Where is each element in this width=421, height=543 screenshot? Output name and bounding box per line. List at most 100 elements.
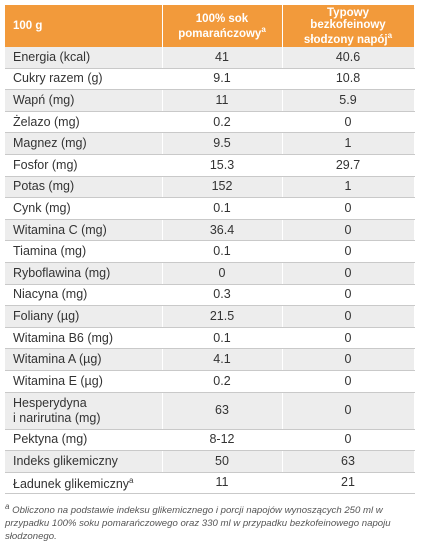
value-cell: 36.4 xyxy=(162,219,283,242)
row-label: Energia (kcal) xyxy=(5,47,163,69)
cell-text: Witamina A (µg) xyxy=(13,352,102,367)
table-row: Witamina C (mg) 36.4 0 xyxy=(5,219,415,242)
cell-text: Foliany (µg) xyxy=(13,308,80,323)
cell-text: Witamina C (mg) xyxy=(13,222,107,237)
row-label: Foliany (µg) xyxy=(5,305,163,328)
value-cell: 0 xyxy=(282,240,415,263)
row-label: Tiamina (mg) xyxy=(5,240,163,263)
cell-text: 9.1 xyxy=(213,71,231,86)
value-cell: 1 xyxy=(282,176,415,199)
value-cell: 21 xyxy=(282,472,415,495)
cell-text: 0 xyxy=(344,200,352,215)
table-row: Indeks glikemiczny 50 63 xyxy=(5,450,415,473)
table-row: Witamina E (µg) 0.2 0 xyxy=(5,370,415,393)
value-cell: 5.9 xyxy=(282,89,415,112)
cell-text: Magnez (mg) xyxy=(13,136,87,151)
value-cell: 50 xyxy=(162,450,283,473)
cell-text: 0.1 xyxy=(213,244,231,259)
row-label: Witamina B6 (mg) xyxy=(5,327,163,350)
cell-text: Cynk (mg) xyxy=(13,200,71,215)
cell-text: 41 xyxy=(215,49,229,64)
row-label: Pektyna (mg) xyxy=(5,429,163,452)
note-marker: a xyxy=(261,24,266,34)
cell-text: 36.4 xyxy=(209,222,235,237)
value-cell: 0.2 xyxy=(162,370,283,393)
row-label: Potas (mg) xyxy=(5,176,163,199)
cell-text: 0.3 xyxy=(213,287,231,302)
value-cell: 0 xyxy=(162,262,283,285)
cell-text: 0 xyxy=(344,432,352,447)
header-cell: Typowy bezkofeinowy słodzony napója xyxy=(282,5,415,47)
footnote-marker: a xyxy=(5,502,10,511)
cell-text: Pektyna (mg) xyxy=(13,432,88,447)
cell-text: 29.7 xyxy=(335,157,361,172)
row-label: Niacyna (mg) xyxy=(5,284,163,307)
cell-text: 8-12 xyxy=(209,432,235,447)
value-cell: 0.1 xyxy=(162,197,283,220)
row-label: Cynk (mg) xyxy=(5,197,163,220)
value-cell: 0 xyxy=(282,284,415,307)
value-cell: 1 xyxy=(282,132,415,155)
cell-text: 0 xyxy=(344,222,352,237)
table-row: Pektyna (mg) 8-12 0 xyxy=(5,429,415,452)
row-label: Cukry razem (g) xyxy=(5,68,163,91)
value-cell: 11 xyxy=(162,89,283,112)
cell-text: 152 xyxy=(211,179,233,194)
table-row: Ładunek glikemicznya 11 21 xyxy=(5,472,415,495)
cell-text: 11 xyxy=(215,92,229,107)
value-cell: 152 xyxy=(162,176,283,199)
cell-text: Indeks glikemiczny xyxy=(13,453,118,468)
header-label: 100% sok pomarańczowy xyxy=(178,12,262,40)
table-row: Niacyna (mg) 0.3 0 xyxy=(5,284,415,307)
table-row: Wapń (mg) 11 5.9 xyxy=(5,89,415,112)
value-cell: 8-12 xyxy=(162,429,283,452)
cell-text: 9.5 xyxy=(213,136,231,151)
cell-text: 1 xyxy=(344,179,352,194)
value-cell: 0.1 xyxy=(162,327,283,350)
cell-text: Żelazo (mg) xyxy=(13,114,80,129)
value-cell: 0.2 xyxy=(162,111,283,134)
cell-text: 50 xyxy=(215,453,229,468)
table-row: Hesperydyna i narirutina (mg) 63 0 xyxy=(5,392,415,430)
value-cell: 63 xyxy=(162,392,283,430)
table-row: Witamina A (µg) 4.1 0 xyxy=(5,348,415,371)
table-row: Ryboflawina (mg) 0 0 xyxy=(5,262,415,285)
table-row: Fosfor (mg) 15.3 29.7 xyxy=(5,154,415,177)
cell-text: 63 xyxy=(341,453,355,468)
row-label: Indeks glikemiczny xyxy=(5,450,163,473)
row-label: Fosfor (mg) xyxy=(5,154,163,177)
table-row: Magnez (mg) 9.5 1 xyxy=(5,132,415,155)
cell-text: 0 xyxy=(344,308,352,323)
cell-text: Ryboflawina (mg) xyxy=(13,265,111,280)
table-row: Tiamina (mg) 0.1 0 xyxy=(5,240,415,263)
table-wrap: 100 g 100% sok pomarańczowya Typowy bezkof… xyxy=(5,5,415,495)
cell-text: 0 xyxy=(344,373,352,388)
cell-text: Tiamina (mg) xyxy=(13,244,87,259)
footnote-text: Obliczono na podstawie indeksu glikemicz… xyxy=(5,505,391,543)
value-cell: 0 xyxy=(282,392,415,430)
value-cell: 0 xyxy=(282,197,415,220)
note-marker: a xyxy=(129,476,134,486)
table-row: Cukry razem (g) 9.1 10.8 xyxy=(5,68,415,91)
cell-text: 0 xyxy=(344,403,352,417)
cell-text: 4.1 xyxy=(213,352,231,367)
cell-text: 0.1 xyxy=(213,200,231,215)
value-cell: 0 xyxy=(282,111,415,134)
header-cell: 100 g xyxy=(5,5,163,47)
cell-text: Witamina E (µg) xyxy=(13,373,103,388)
row-label: Hesperydyna i narirutina (mg) xyxy=(5,392,163,430)
header-label: Typowy bezkofeinowy słodzony napój xyxy=(303,6,388,46)
footnote: a Obliczono na podstawie indeksu glikemi… xyxy=(5,500,410,543)
value-cell: 0 xyxy=(282,262,415,285)
cell-text: 11 xyxy=(215,475,229,490)
header-label: 100 g xyxy=(13,20,43,32)
row-label: Ładunek glikemicznya xyxy=(5,472,163,495)
cell-text: Niacyna (mg) xyxy=(13,287,88,302)
value-cell: 9.1 xyxy=(162,68,283,91)
cell-text: 40.6 xyxy=(335,49,361,64)
cell-text: 63 xyxy=(215,403,229,417)
value-cell: 0 xyxy=(282,429,415,452)
row-label: Wapń (mg) xyxy=(5,89,163,112)
row-label: Witamina E (µg) xyxy=(5,370,163,393)
